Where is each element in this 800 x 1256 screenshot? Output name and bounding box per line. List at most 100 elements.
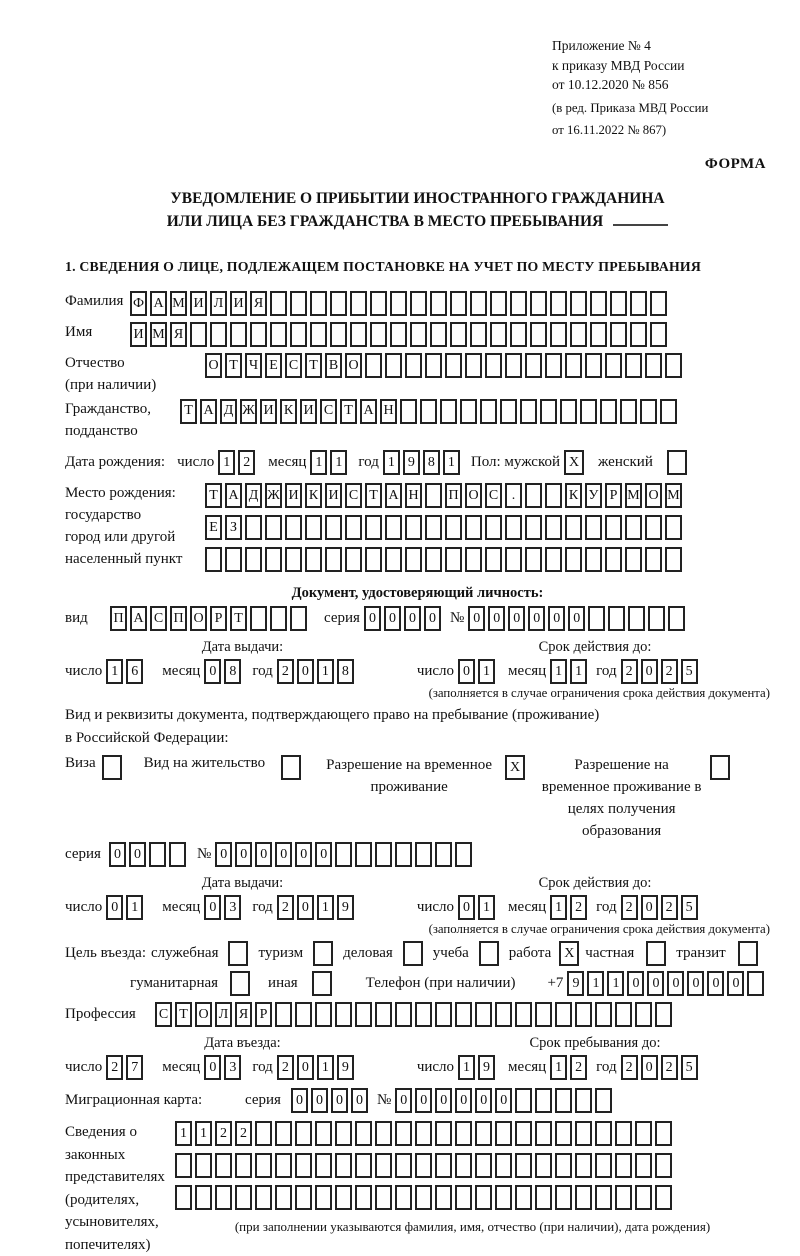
char-cell[interactable] (350, 291, 367, 317)
purpose-other-checkbox[interactable] (311, 971, 332, 997)
char-cell[interactable]: 0 (403, 606, 421, 632)
char-cell[interactable] (390, 291, 407, 317)
char-cell[interactable] (650, 322, 667, 348)
char-cell[interactable] (295, 1121, 312, 1147)
char-cell[interactable]: М (150, 322, 167, 348)
char-cell[interactable]: 9 (336, 895, 354, 921)
char-cell[interactable] (335, 842, 353, 868)
char-cell[interactable] (515, 1185, 532, 1211)
char-cell[interactable] (665, 515, 682, 541)
char-cell[interactable] (515, 1121, 532, 1147)
char-cell[interactable] (555, 1002, 572, 1028)
char-cell[interactable]: 0 (548, 606, 566, 632)
char-cell[interactable] (148, 842, 166, 868)
char-cell[interactable] (515, 1002, 532, 1028)
char-cell[interactable]: Я (170, 322, 187, 348)
char-cell[interactable]: 0 (627, 971, 645, 997)
char-cell[interactable] (565, 547, 582, 573)
char-cell[interactable] (595, 1002, 612, 1028)
char-cell[interactable] (668, 606, 686, 632)
char-cell[interactable] (545, 547, 562, 573)
char-cell[interactable]: 2 (238, 450, 256, 476)
char-cell[interactable] (395, 1185, 412, 1211)
char-cell[interactable] (235, 1185, 252, 1211)
char-cell[interactable] (355, 842, 373, 868)
char-cell[interactable]: 2 (570, 1055, 588, 1081)
char-cell[interactable] (610, 322, 627, 348)
char-cell[interactable] (747, 971, 765, 997)
char-cell[interactable] (485, 547, 502, 573)
char-cell[interactable] (585, 515, 602, 541)
char-cell[interactable] (335, 1185, 352, 1211)
char-cell[interactable] (648, 606, 666, 632)
char-cell[interactable]: 0 (458, 895, 476, 921)
char-cell[interactable] (410, 322, 427, 348)
char-cell[interactable] (595, 1153, 612, 1179)
char-cell[interactable] (445, 547, 462, 573)
char-cell[interactable]: 1 (550, 895, 568, 921)
char-cell[interactable]: О (205, 353, 222, 379)
char-cell[interactable]: Т (365, 483, 382, 509)
char-cell[interactable]: И (285, 483, 302, 509)
char-cell[interactable] (435, 1121, 452, 1147)
char-cell[interactable]: 1 (218, 450, 236, 476)
char-cell[interactable] (275, 1185, 292, 1211)
purpose-official-checkbox[interactable] (228, 941, 249, 967)
char-cell[interactable] (435, 1185, 452, 1211)
char-cell[interactable]: 1 (550, 1055, 568, 1081)
char-cell[interactable] (445, 353, 462, 379)
char-cell[interactable]: 1 (126, 895, 144, 921)
char-cell[interactable] (655, 1121, 672, 1147)
char-cell[interactable]: 2 (660, 895, 678, 921)
char-cell[interactable] (550, 322, 567, 348)
char-cell[interactable] (285, 547, 302, 573)
char-cell[interactable]: 1 (195, 1121, 212, 1147)
char-cell[interactable] (595, 1088, 613, 1114)
char-cell[interactable] (395, 842, 413, 868)
char-cell[interactable]: 0 (687, 971, 705, 997)
char-cell[interactable]: 0 (528, 606, 546, 632)
char-cell[interactable]: 0 (315, 842, 333, 868)
char-cell[interactable]: 0 (667, 971, 685, 997)
char-cell[interactable]: 1 (316, 659, 334, 685)
char-cell[interactable]: 0 (296, 659, 314, 685)
char-cell[interactable] (625, 515, 642, 541)
char-cell[interactable]: 6 (126, 659, 144, 685)
char-cell[interactable] (415, 1002, 432, 1028)
char-cell[interactable] (655, 1153, 672, 1179)
char-cell[interactable] (385, 547, 402, 573)
char-cell[interactable]: 7 (126, 1055, 144, 1081)
char-cell[interactable] (395, 1121, 412, 1147)
char-cell[interactable]: 0 (423, 606, 441, 632)
char-cell[interactable] (385, 515, 402, 541)
char-cell[interactable] (335, 1002, 352, 1028)
char-cell[interactable]: С (155, 1002, 172, 1028)
char-cell[interactable]: 8 (224, 659, 242, 685)
char-cell[interactable] (585, 353, 602, 379)
char-cell[interactable] (295, 1153, 312, 1179)
char-cell[interactable] (495, 1185, 512, 1211)
char-cell[interactable]: 0 (475, 1088, 493, 1114)
char-cell[interactable]: А (225, 483, 242, 509)
char-cell[interactable]: И (130, 322, 147, 348)
char-cell[interactable] (275, 1121, 292, 1147)
char-cell[interactable] (535, 1088, 553, 1114)
char-cell[interactable]: Я (250, 291, 267, 317)
char-cell[interactable]: 3 (224, 895, 242, 921)
char-cell[interactable]: 0 (415, 1088, 433, 1114)
char-cell[interactable] (305, 547, 322, 573)
char-cell[interactable]: 0 (647, 971, 665, 997)
temp-permit-checkbox[interactable]: X (505, 755, 526, 781)
char-cell[interactable]: 1 (316, 1055, 334, 1081)
char-cell[interactable]: Д (245, 483, 262, 509)
char-cell[interactable] (415, 842, 433, 868)
char-cell[interactable]: К (565, 483, 582, 509)
char-cell[interactable] (450, 322, 467, 348)
char-cell[interactable]: 0 (330, 1088, 348, 1114)
char-cell[interactable]: 1 (175, 1121, 192, 1147)
char-cell[interactable] (525, 515, 542, 541)
char-cell[interactable]: Р (210, 606, 227, 632)
char-cell[interactable]: 0 (106, 895, 124, 921)
char-cell[interactable]: Л (215, 1002, 232, 1028)
char-cell[interactable]: 1 (478, 659, 496, 685)
